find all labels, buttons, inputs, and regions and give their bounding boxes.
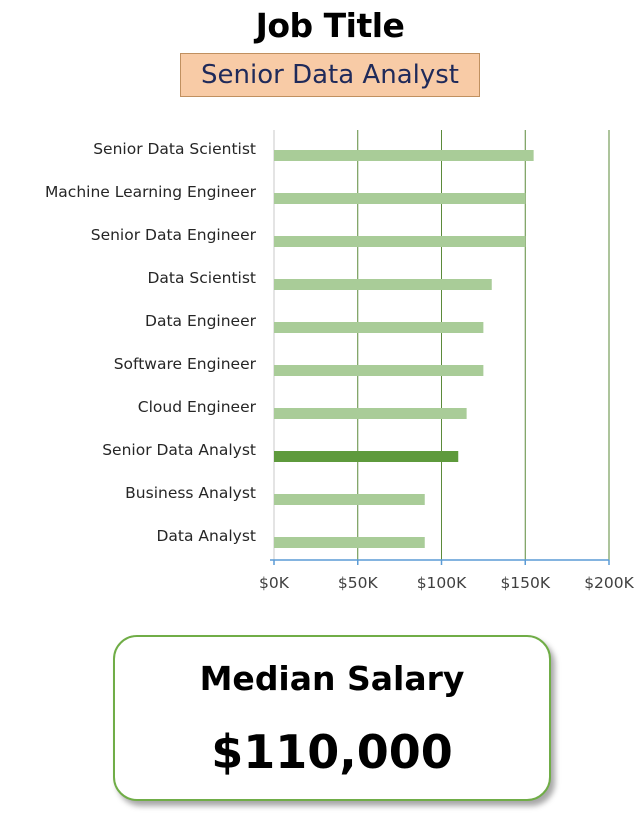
category-label: Senior Data Engineer [91, 226, 257, 244]
median-salary-card: Median Salary $110,000 [113, 635, 551, 801]
x-tick-label: $50K [338, 574, 379, 592]
x-tick-label: $100K [417, 574, 467, 592]
median-salary-label: Median Salary [199, 659, 465, 698]
x-tick-label: $0K [259, 574, 290, 592]
bar [274, 451, 459, 462]
category-label: Cloud Engineer [138, 398, 257, 416]
page-title: Job Title [255, 6, 405, 45]
median-salary-value: $110,000 [211, 725, 453, 779]
job-title-selector[interactable]: Senior Data Analyst [180, 53, 480, 97]
bar [274, 322, 484, 333]
category-label: Data Engineer [145, 312, 257, 330]
bar [274, 150, 534, 161]
category-label: Data Scientist [148, 269, 257, 287]
bar [274, 365, 484, 376]
x-tick-label: $150K [500, 574, 550, 592]
selected-job-label: Senior Data Analyst [201, 60, 459, 90]
category-label: Data Analyst [157, 527, 257, 545]
bar [274, 537, 425, 548]
category-label: Software Engineer [114, 355, 257, 373]
category-label: Business Analyst [125, 484, 256, 502]
category-label: Machine Learning Engineer [45, 183, 257, 201]
x-tick-label: $200K [584, 574, 634, 592]
bar [274, 494, 425, 505]
salary-bar-chart: Senior Data Scientist Machine Learning En… [45, 130, 635, 592]
bar [274, 193, 526, 204]
bar [274, 236, 526, 247]
bar [274, 408, 467, 419]
category-label: Senior Data Analyst [102, 441, 256, 459]
category-label: Senior Data Scientist [93, 140, 256, 158]
bar [274, 279, 492, 290]
